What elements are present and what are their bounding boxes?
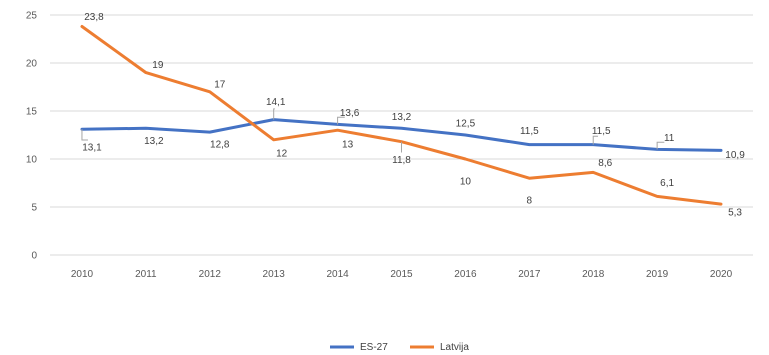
x-tick-label: 2020 bbox=[710, 269, 733, 280]
y-tick-label: 10 bbox=[26, 155, 38, 166]
data-label: 13 bbox=[342, 140, 354, 151]
y-tick-label: 25 bbox=[26, 11, 38, 22]
data-label: 5,3 bbox=[728, 208, 742, 219]
data-label: 12,8 bbox=[210, 140, 230, 151]
label-leader-line bbox=[592, 135, 599, 145]
label-leader-line bbox=[337, 116, 345, 125]
x-axis: 2010 2011 2012 2013 2014 2015 2016 2017 2018 2019… bbox=[71, 269, 733, 280]
series-lines bbox=[80, 25, 723, 206]
data-label: 8 bbox=[527, 196, 533, 207]
x-tick-label: 2019 bbox=[646, 269, 669, 280]
data-label: 11,5 bbox=[520, 126, 539, 137]
label-leader-line bbox=[273, 108, 275, 120]
x-tick-label: 2016 bbox=[454, 269, 477, 280]
x-tick-label: 2015 bbox=[390, 269, 413, 280]
data-label: 17 bbox=[214, 79, 226, 90]
data-label: 11,8 bbox=[392, 155, 411, 166]
data-label: 11,5 bbox=[592, 126, 611, 137]
x-tick-label: 2014 bbox=[326, 269, 349, 280]
legend-label: ES-27 bbox=[360, 342, 388, 353]
y-tick-label: 0 bbox=[31, 251, 37, 262]
x-tick-label: 2013 bbox=[263, 269, 286, 280]
label-leader-line bbox=[81, 129, 88, 141]
data-label: 10,9 bbox=[725, 150, 745, 161]
legend-label: Latvija bbox=[440, 342, 469, 353]
data-label: 13,1 bbox=[82, 143, 102, 154]
series-line-latvija bbox=[80, 25, 723, 206]
data-label: 12 bbox=[276, 148, 288, 159]
data-label: 10 bbox=[460, 177, 472, 188]
y-tick-label: 20 bbox=[26, 59, 38, 70]
x-tick-label: 2011 bbox=[135, 269, 157, 280]
data-labels: 13,1 13,2 12,8 14,1 13,6 13,2 12,5 11,5 11,5 11 10… bbox=[81, 12, 745, 219]
gridlines bbox=[50, 14, 753, 256]
data-label: 19 bbox=[152, 60, 164, 71]
label-leader-line bbox=[656, 141, 665, 150]
x-tick-label: 2018 bbox=[582, 269, 605, 280]
data-label: 13,6 bbox=[340, 108, 360, 119]
y-tick-label: 5 bbox=[31, 203, 37, 214]
series-line-es-27 bbox=[80, 118, 723, 152]
legend: ES-27 Latvija bbox=[330, 342, 469, 353]
data-label: 12,5 bbox=[456, 119, 476, 130]
data-label: 8,6 bbox=[598, 158, 612, 169]
x-tick-label: 2010 bbox=[71, 269, 94, 280]
data-label: 13,2 bbox=[392, 112, 412, 123]
data-label: 11 bbox=[664, 133, 675, 144]
x-tick-label: 2012 bbox=[199, 269, 222, 280]
y-tick-label: 15 bbox=[26, 107, 38, 118]
data-label: 13,2 bbox=[144, 136, 164, 147]
data-label: 14,1 bbox=[266, 97, 286, 108]
x-tick-label: 2017 bbox=[518, 269, 541, 280]
y-axis: 0 5 10 15 20 25 bbox=[26, 11, 38, 262]
data-label: 6,1 bbox=[660, 178, 674, 189]
data-label: 23,8 bbox=[84, 12, 104, 23]
